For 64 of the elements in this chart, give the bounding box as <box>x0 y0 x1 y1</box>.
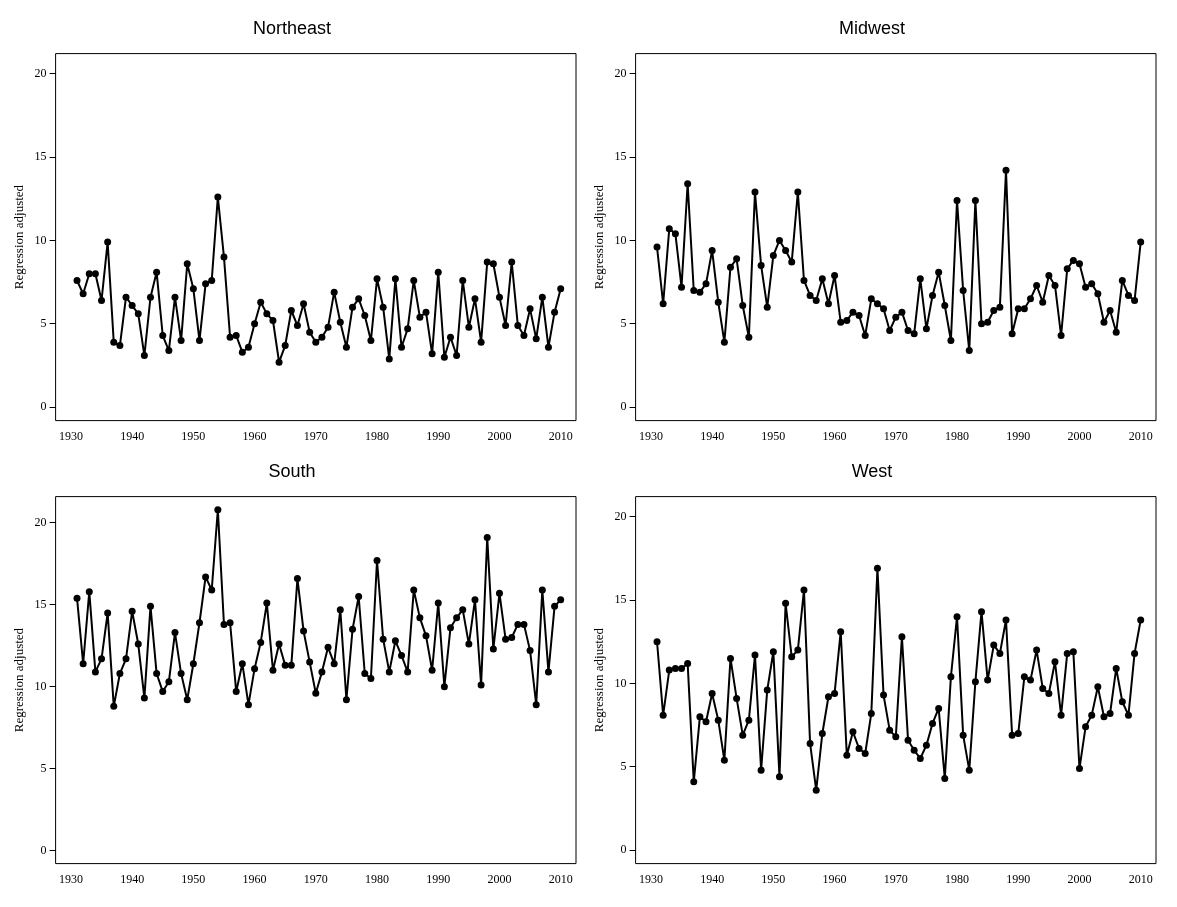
x-tick-label: 1970 <box>303 871 328 886</box>
x-tick-label: 1970 <box>303 428 328 443</box>
y-tick-label: 20 <box>614 508 627 523</box>
y-tick-label: 5 <box>40 760 47 775</box>
x-tick-label: 2010 <box>1128 428 1153 443</box>
y-tick-label: 10 <box>614 675 627 690</box>
y-tick-label: 5 <box>620 316 627 330</box>
x-tick-label: 1960 <box>242 428 267 443</box>
y-tick-label: 5 <box>620 759 627 773</box>
x-tick-label: 1980 <box>365 428 390 443</box>
x-tick-label: 1980 <box>945 871 970 886</box>
x-tick-label: 1990 <box>1006 428 1031 443</box>
x-tick-label: 2010 <box>548 428 573 443</box>
y-axis-title: Regression adjusted <box>591 184 607 290</box>
chart-title: South <box>268 460 316 481</box>
x-tick-label: 1960 <box>822 428 847 443</box>
x-tick-label: 1970 <box>883 871 908 886</box>
y-tick-label: 20 <box>34 514 47 529</box>
x-tick-label: 1980 <box>945 428 970 443</box>
y-tick-label: 15 <box>614 592 627 607</box>
x-tick-label: 2010 <box>548 871 573 886</box>
y-axis-title: Regression adjusted <box>11 184 27 290</box>
x-tick-label: 1980 <box>365 871 390 886</box>
y-tick-label: 15 <box>614 149 627 164</box>
x-tick-label: 1940 <box>700 871 725 886</box>
x-tick-label: 1950 <box>761 871 786 886</box>
x-tick-label: 1960 <box>822 871 847 886</box>
y-axis-title: Regression adjusted <box>591 627 607 733</box>
x-tick-label: 1950 <box>181 428 206 443</box>
y-axis-title: Regression adjusted <box>11 627 27 733</box>
y-tick-label: 0 <box>40 399 47 414</box>
x-tick-label: 1950 <box>181 871 206 886</box>
x-tick-label: 1940 <box>120 871 145 886</box>
x-tick-label: 1990 <box>426 428 451 443</box>
x-tick-label: 1960 <box>242 871 267 886</box>
y-tick-label: 15 <box>34 149 47 164</box>
x-tick-label: 1940 <box>120 428 145 443</box>
x-tick-label: 1950 <box>761 428 786 443</box>
x-tick-label: 2010 <box>1128 871 1153 886</box>
x-tick-label: 2000 <box>487 871 512 886</box>
x-tick-label: 1930 <box>638 871 663 886</box>
x-tick-label: 1930 <box>638 428 663 443</box>
chart-title: Northeast <box>252 17 332 38</box>
x-tick-label: 2000 <box>487 428 512 443</box>
chart-title: Midwest <box>838 17 906 38</box>
y-tick-label: 15 <box>34 596 47 611</box>
y-tick-label: 20 <box>614 65 627 80</box>
y-tick-label: 0 <box>40 842 47 857</box>
x-tick-label: 2000 <box>1067 428 1092 443</box>
y-tick-label: 20 <box>34 65 47 80</box>
y-tick-label: 5 <box>40 316 47 330</box>
x-tick-label: 1930 <box>58 428 83 443</box>
x-tick-label: 1990 <box>426 871 451 886</box>
y-tick-label: 10 <box>614 232 627 247</box>
y-tick-label: 0 <box>620 399 627 414</box>
chart-title: West <box>851 460 893 481</box>
x-tick-label: 1970 <box>883 428 908 443</box>
x-tick-label: 2000 <box>1067 871 1092 886</box>
y-tick-label: 10 <box>34 232 47 247</box>
y-tick-label: 0 <box>620 842 627 857</box>
x-tick-label: 1940 <box>700 428 725 443</box>
x-tick-label: 1930 <box>58 871 83 886</box>
y-tick-label: 10 <box>34 678 47 693</box>
x-tick-label: 1990 <box>1006 871 1031 886</box>
